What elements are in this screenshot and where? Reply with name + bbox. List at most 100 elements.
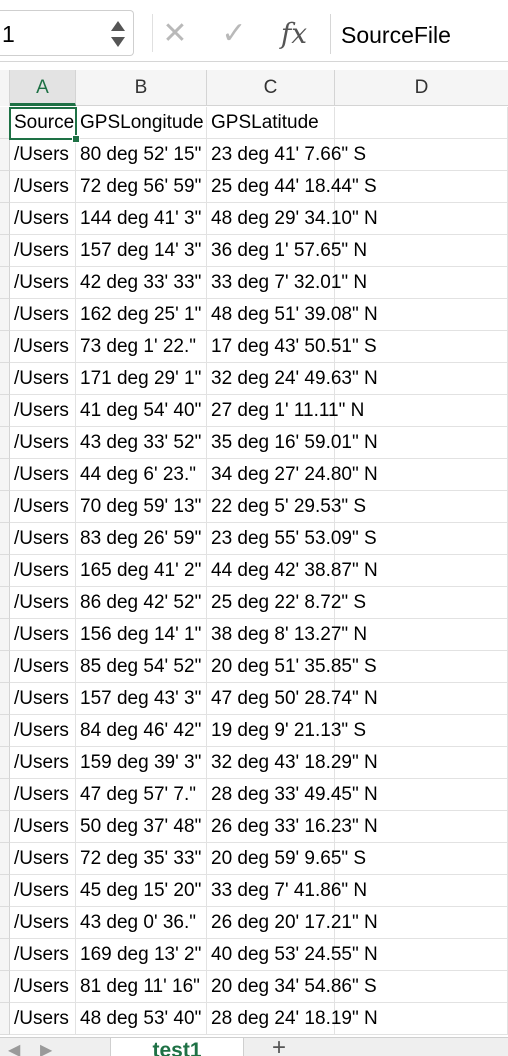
cell-sourcefile[interactable]: /Users [10, 779, 76, 811]
cell-sourcefile[interactable]: /Users [10, 587, 76, 619]
cell-gps-longitude[interactable]: 169 deg 13' 2" [76, 939, 207, 971]
cell-sourcefile[interactable]: /Users [10, 683, 76, 715]
cell-gps-latitude[interactable]: 48 deg 51' 39.08" N [207, 299, 378, 331]
row-header[interactable] [0, 299, 10, 331]
name-box-stepper[interactable] [111, 17, 125, 51]
cell-gps-longitude[interactable]: 41 deg 54' 40" [76, 395, 207, 427]
cell-sourcefile[interactable]: /Users [10, 171, 76, 203]
cell-gps-longitude[interactable]: 162 deg 25' 1" [76, 299, 207, 331]
cell-gps-latitude[interactable]: 23 deg 55' 53.09" S [207, 523, 377, 555]
cell-sourcefile[interactable]: /Users [10, 747, 76, 779]
cell-gps-longitude[interactable]: 157 deg 14' 3" [76, 235, 207, 267]
row-header[interactable] [0, 683, 10, 715]
cell-sourcefile[interactable]: /Users [10, 235, 76, 267]
stepper-down-icon[interactable] [111, 37, 125, 47]
cell-gps-latitude[interactable]: 19 deg 9' 21.13" S [207, 715, 366, 747]
cell-sourcefile[interactable]: /Users [10, 203, 76, 235]
select-all-corner[interactable] [0, 70, 10, 106]
cell-gps-latitude[interactable]: 28 deg 24' 18.19" N [207, 1003, 378, 1035]
cell-a1[interactable]: SourceFile [10, 107, 76, 139]
cell-gps-latitude[interactable]: 48 deg 29' 34.10" N [207, 203, 378, 235]
cell-gps-longitude[interactable]: 159 deg 39' 3" [76, 747, 207, 779]
cell-sourcefile[interactable]: /Users [10, 427, 76, 459]
row-header[interactable] [0, 875, 10, 907]
cell-gps-latitude[interactable]: 26 deg 20' 17.21" N [207, 907, 378, 939]
cell-sourcefile[interactable]: /Users [10, 907, 76, 939]
cell-gps-longitude[interactable]: 171 deg 29' 1" [76, 363, 207, 395]
stepper-up-icon[interactable] [111, 21, 125, 31]
cell-gps-longitude[interactable]: 80 deg 52' 15" [76, 139, 207, 171]
cell-gps-latitude[interactable]: 34 deg 27' 24.80" N [207, 459, 378, 491]
cell-sourcefile[interactable]: /Users [10, 299, 76, 331]
row-header[interactable] [0, 971, 10, 1003]
cell-gps-latitude[interactable]: 25 deg 22' 8.72" S [207, 587, 366, 619]
cell-d1[interactable] [335, 107, 508, 139]
row-header[interactable] [0, 651, 10, 683]
cell-gps-longitude[interactable]: 44 deg 6' 23." [76, 459, 207, 491]
cell-gps-longitude[interactable]: 73 deg 1' 22." [76, 331, 207, 363]
cell-gps-latitude[interactable]: 44 deg 42' 38.87" N [207, 555, 378, 587]
cell-c1[interactable]: GPSLatitude [207, 107, 335, 139]
cell-gps-latitude[interactable]: 36 deg 1' 57.65" N [207, 235, 367, 267]
cell-sourcefile[interactable]: /Users [10, 971, 76, 1003]
cell-gps-latitude[interactable]: 20 deg 59' 9.65" S [207, 843, 366, 875]
row-header[interactable] [0, 747, 10, 779]
cell-gps-longitude[interactable]: 45 deg 15' 20" [76, 875, 207, 907]
cell-gps-longitude[interactable]: 84 deg 46' 42" [76, 715, 207, 747]
cell-sourcefile[interactable]: /Users [10, 459, 76, 491]
column-header-b[interactable]: B [76, 70, 207, 106]
row-header[interactable] [0, 235, 10, 267]
row-header[interactable] [0, 939, 10, 971]
cell-sourcefile[interactable]: /Users [10, 139, 76, 171]
cell-sourcefile[interactable]: /Users [10, 363, 76, 395]
column-header-a[interactable]: A [10, 70, 76, 106]
cell-gps-longitude[interactable]: 85 deg 54' 52" [76, 651, 207, 683]
row-header[interactable] [0, 331, 10, 363]
cell-sourcefile[interactable]: /Users [10, 843, 76, 875]
cell-sourcefile[interactable]: /Users [10, 939, 76, 971]
column-header-d[interactable]: D [414, 77, 429, 98]
cell-gps-latitude[interactable]: 20 deg 51' 35.85" S [207, 651, 377, 683]
cell-sourcefile[interactable]: /Users [10, 555, 76, 587]
cancel-icon[interactable]: ✕ [162, 17, 188, 50]
cell-gps-longitude[interactable]: 157 deg 43' 3" [76, 683, 207, 715]
cell-sourcefile[interactable]: /Users [10, 651, 76, 683]
cell-gps-longitude[interactable]: 42 deg 33' 33" [76, 267, 207, 299]
cell-gps-latitude[interactable]: 40 deg 53' 24.55" N [207, 939, 378, 971]
row-header[interactable] [0, 907, 10, 939]
cell-sourcefile[interactable]: /Users [10, 811, 76, 843]
row-header[interactable] [0, 363, 10, 395]
row-header[interactable] [0, 395, 10, 427]
cell-gps-longitude[interactable]: 50 deg 37' 48" [76, 811, 207, 843]
row-header[interactable] [0, 267, 10, 299]
cell-gps-longitude[interactable]: 72 deg 35' 33" [76, 843, 207, 875]
cell-gps-latitude[interactable]: 33 deg 7' 41.86" N [207, 875, 367, 907]
cell-sourcefile[interactable]: /Users [10, 523, 76, 555]
cell-gps-longitude[interactable]: 70 deg 59' 13" [76, 491, 207, 523]
column-header-c[interactable]: C [207, 70, 335, 106]
cell-gps-latitude[interactable]: 23 deg 41' 7.66" S [207, 139, 366, 171]
cell-sourcefile[interactable]: /Users [10, 619, 76, 651]
sheet-tab-test1[interactable]: test1 [110, 1038, 244, 1056]
cell-sourcefile[interactable]: /Users [10, 267, 76, 299]
name-box[interactable]: 1 [0, 10, 134, 56]
cell-sourcefile[interactable]: /Users [10, 875, 76, 907]
cell-gps-longitude[interactable]: 144 deg 41' 3" [76, 203, 207, 235]
cell-gps-longitude[interactable]: 81 deg 11' 16" [76, 971, 207, 1003]
cell-sourcefile[interactable]: /Users [10, 331, 76, 363]
cell-gps-latitude[interactable]: 17 deg 43' 50.51" S [207, 331, 377, 363]
row-header[interactable] [0, 427, 10, 459]
cell-sourcefile[interactable]: /Users [10, 715, 76, 747]
row-header[interactable] [0, 203, 10, 235]
cell-gps-latitude[interactable]: 28 deg 33' 49.45" N [207, 779, 378, 811]
cell-gps-latitude[interactable]: 27 deg 1' 11.11" N [207, 395, 364, 427]
cell-b1[interactable]: GPSLongitude [76, 107, 207, 139]
row-header[interactable] [0, 619, 10, 651]
cell-gps-longitude[interactable]: 86 deg 42' 52" [76, 587, 207, 619]
cell-gps-latitude[interactable]: 26 deg 33' 16.23" N [207, 811, 378, 843]
cell-gps-latitude[interactable]: 22 deg 5' 29.53" S [207, 491, 366, 523]
row-header[interactable] [0, 171, 10, 203]
fill-handle[interactable] [72, 135, 80, 143]
cell-gps-latitude[interactable]: 47 deg 50' 28.74" N [207, 683, 378, 715]
row-header[interactable] [0, 523, 10, 555]
